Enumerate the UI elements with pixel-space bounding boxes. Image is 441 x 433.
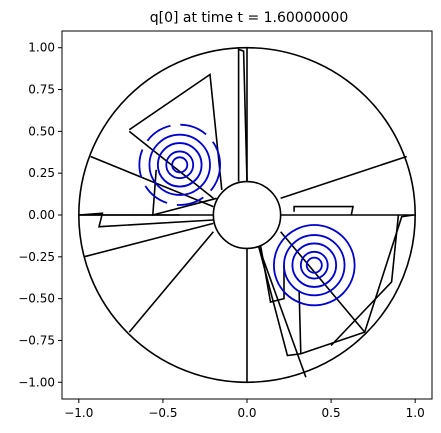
contour-ring — [156, 142, 203, 188]
mesh-line — [280, 231, 366, 333]
x-tick-label: −1.0 — [64, 406, 93, 420]
mesh-patch — [128, 73, 223, 190]
mesh-patch — [78, 212, 214, 228]
y-tick-label: 0.75 — [28, 83, 55, 97]
y-tick-label: −0.25 — [18, 250, 55, 264]
mesh-patch — [293, 205, 354, 216]
y-tick-label: 1.00 — [28, 41, 55, 55]
contour-ring — [305, 256, 323, 274]
mesh-line — [128, 231, 214, 333]
mesh-patch — [237, 48, 248, 182]
y-tick-label: 0.25 — [28, 166, 55, 180]
inner-circle — [212, 180, 282, 250]
x-tick-label: 0.0 — [237, 406, 256, 420]
contour-ring — [299, 250, 329, 280]
y-tick-label: −0.50 — [18, 292, 55, 306]
x-axis-ticks: −1.0 −0.5 0.0 0.5 1.0 — [64, 399, 425, 420]
contour-ring — [171, 156, 189, 174]
contour-lines — [138, 123, 356, 307]
y-tick-label: −1.00 — [18, 375, 55, 389]
mesh-patch — [330, 214, 400, 347]
x-tick-label: −0.5 — [148, 406, 177, 420]
mesh-line — [280, 155, 408, 200]
y-tick-label: 0.00 — [28, 208, 55, 222]
mesh-patch — [258, 246, 302, 357]
y-axis-ticks: 1.00 0.75 0.50 0.25 0.00 −0.25 −0.50 −0.75 −1.00 — [18, 41, 62, 389]
mesh-line — [258, 246, 307, 378]
mesh-line — [90, 155, 214, 208]
chart-title: q[0] at time t = 1.60000000 — [150, 10, 349, 26]
contour-ring — [138, 123, 221, 206]
contour-ring — [148, 133, 211, 196]
y-tick-label: 0.50 — [28, 124, 55, 138]
mesh-line — [83, 222, 214, 258]
mesh-lines — [78, 46, 416, 384]
mesh-patch — [259, 244, 285, 303]
x-tick-label: 0.5 — [322, 406, 341, 420]
contour-ring — [165, 150, 195, 180]
contour-ring — [283, 234, 346, 297]
y-tick-label: −0.75 — [18, 333, 55, 347]
contour-ring — [291, 242, 338, 288]
contour-ring — [273, 224, 356, 307]
x-tick-label: 1.0 — [406, 406, 425, 420]
